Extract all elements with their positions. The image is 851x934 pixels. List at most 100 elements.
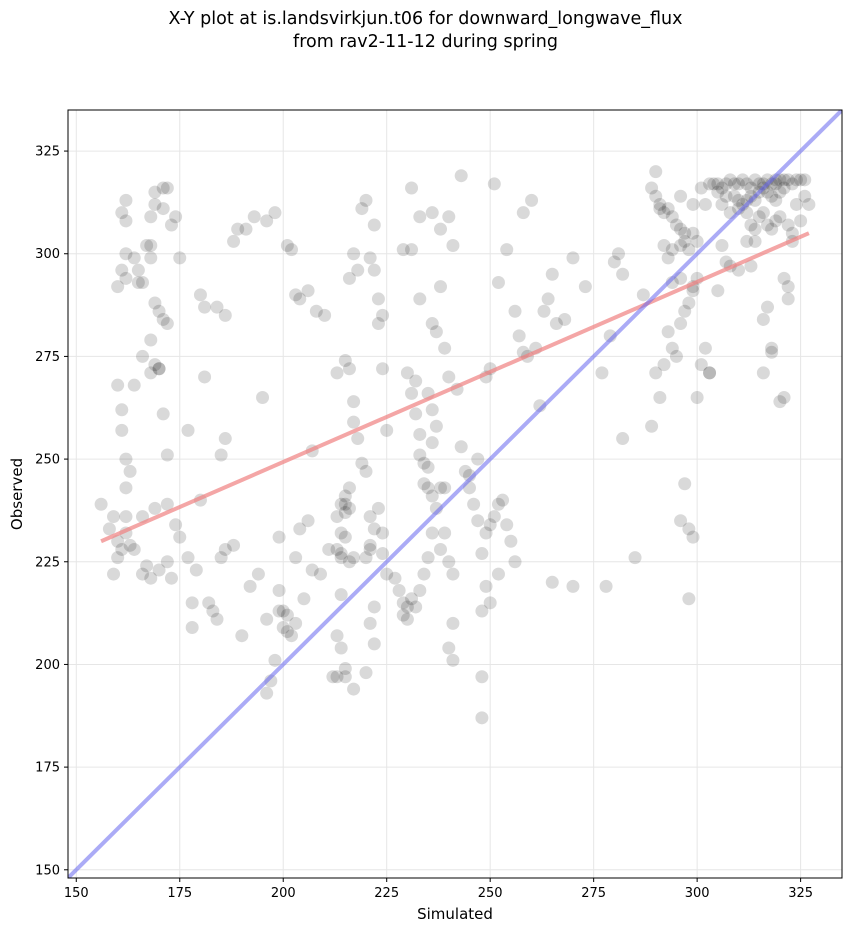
data-point <box>371 317 385 331</box>
data-point <box>599 579 613 593</box>
data-point <box>169 210 183 224</box>
data-point <box>794 173 808 187</box>
data-point <box>119 271 133 285</box>
data-point <box>301 514 315 528</box>
data-point <box>798 173 812 187</box>
data-point <box>475 604 489 618</box>
data-point <box>214 448 228 462</box>
data-point <box>367 522 381 536</box>
data-point <box>491 567 505 581</box>
data-point <box>690 390 704 404</box>
data-point <box>442 210 456 224</box>
data-point <box>467 497 481 511</box>
data-point <box>475 547 489 561</box>
y-tick-label: 200 <box>35 658 60 673</box>
data-point <box>210 612 224 626</box>
data-point <box>740 177 754 191</box>
data-point <box>777 390 791 404</box>
data-point <box>483 518 497 532</box>
data-point <box>471 452 485 466</box>
data-point <box>760 218 774 232</box>
data-point <box>409 374 423 388</box>
data-point <box>243 579 257 593</box>
data-point <box>607 255 621 269</box>
y-tick-label: 225 <box>35 555 60 570</box>
data-point <box>214 551 228 565</box>
data-point <box>405 243 419 257</box>
data-point <box>181 423 195 437</box>
data-point <box>425 317 439 331</box>
data-point <box>276 620 290 634</box>
data-point <box>661 251 675 265</box>
data-point <box>413 448 427 462</box>
data-point <box>512 329 526 343</box>
data-point <box>396 243 410 257</box>
data-point <box>297 592 311 606</box>
data-point <box>169 518 183 532</box>
data-point <box>218 432 232 446</box>
data-point <box>107 510 121 524</box>
data-point <box>558 312 572 326</box>
chart-title-line-1: X-Y plot at is.landsvirkjun.t06 for down… <box>168 9 683 29</box>
x-axis-label: Simulated <box>417 905 493 923</box>
data-point <box>342 555 356 569</box>
data-point <box>359 193 373 207</box>
data-point <box>342 501 356 515</box>
data-point <box>272 584 286 598</box>
data-point <box>645 419 659 433</box>
data-point <box>231 222 245 236</box>
data-point <box>678 234 692 248</box>
data-point <box>434 481 448 495</box>
data-point <box>144 210 158 224</box>
data-point <box>342 481 356 495</box>
data-point <box>425 403 439 417</box>
data-point <box>777 173 791 187</box>
data-point <box>446 616 460 630</box>
data-point <box>429 419 443 433</box>
data-point <box>260 214 274 228</box>
data-point <box>723 173 737 187</box>
data-point <box>781 292 795 306</box>
data-point <box>769 193 783 207</box>
data-point <box>351 263 365 277</box>
data-point <box>334 551 348 565</box>
data-point <box>338 505 352 519</box>
data-point <box>674 222 688 236</box>
data-point <box>156 202 170 216</box>
data-point <box>711 177 725 191</box>
data-point <box>198 370 212 384</box>
data-point <box>678 304 692 318</box>
data-point <box>765 189 779 203</box>
data-point <box>645 181 659 195</box>
data-point <box>334 547 348 561</box>
data-point <box>678 226 692 240</box>
data-point <box>549 317 563 331</box>
data-point <box>392 584 406 598</box>
data-point <box>318 308 332 322</box>
data-point <box>653 202 667 216</box>
data-point <box>388 571 402 585</box>
grid <box>68 110 842 878</box>
data-point <box>289 288 303 302</box>
data-point <box>363 251 377 265</box>
data-point <box>756 206 770 220</box>
y-tick-label: 275 <box>35 350 60 365</box>
data-point <box>148 296 162 310</box>
data-point <box>649 165 663 179</box>
data-point <box>115 423 129 437</box>
data-point <box>376 362 390 376</box>
data-point <box>595 366 609 380</box>
data-point <box>338 530 352 544</box>
data-point <box>471 514 485 528</box>
data-point <box>119 193 133 207</box>
data-point <box>578 280 592 294</box>
data-point <box>789 197 803 211</box>
data-point <box>446 653 460 667</box>
data-point <box>781 173 795 187</box>
data-point <box>338 670 352 684</box>
data-point <box>496 493 510 507</box>
data-point <box>405 386 419 400</box>
data-point <box>429 325 443 339</box>
data-point <box>409 600 423 614</box>
